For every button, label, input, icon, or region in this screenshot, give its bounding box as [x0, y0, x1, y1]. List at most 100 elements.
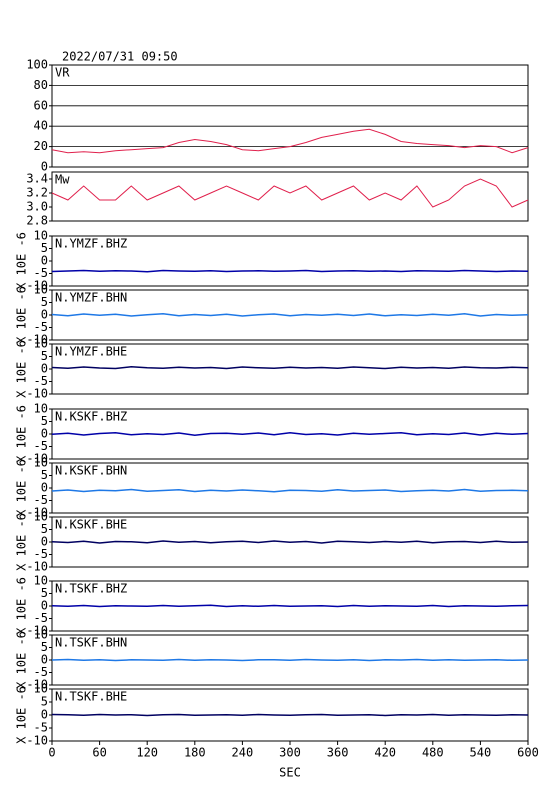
- y-tick-label: 0: [41, 535, 48, 549]
- x-tick-label: 480: [422, 746, 444, 760]
- panel-label: N.YMZF.BHZ: [55, 237, 127, 251]
- series-line: [51, 713, 529, 717]
- y-tick-label: -10: [26, 387, 48, 401]
- y-tick-label: -5: [34, 611, 48, 625]
- y-tick-label: 0: [41, 653, 48, 667]
- y-axis-label: X 10E -6: [15, 286, 29, 344]
- y-tick-label: 10: [34, 510, 48, 524]
- y-axis-label: X 10E -6: [15, 340, 29, 398]
- y-tick-label: -10: [26, 624, 48, 638]
- panel-label: N.YMZF.BHN: [55, 291, 127, 305]
- y-tick-label: 5: [41, 349, 48, 363]
- y-tick-label: 5: [41, 640, 48, 654]
- panel-label: N.TSKF.BHN: [55, 636, 127, 650]
- y-tick-label: 5: [41, 414, 48, 428]
- y-tick-label: -5: [34, 493, 48, 507]
- y-tick-label: -10: [26, 279, 48, 293]
- panel-frame: [51, 171, 529, 222]
- x-tick-label: 240: [232, 746, 254, 760]
- y-axis-label: X 10E -6: [15, 459, 29, 517]
- y-tick-label: 0: [41, 427, 48, 441]
- y-tick-label: 5: [41, 241, 48, 255]
- y-tick-label: 10: [34, 229, 48, 243]
- x-tick-label: 0: [48, 746, 55, 760]
- y-tick-label: 3.2: [26, 186, 48, 200]
- y-tick-label: 0: [41, 254, 48, 268]
- series-line: [51, 540, 529, 544]
- y-tick-label: -10: [26, 560, 48, 574]
- y-tick-label: -10: [26, 333, 48, 347]
- series-line: [51, 313, 529, 317]
- y-axis-label: X 10E -6: [15, 577, 29, 635]
- y-tick-label: 5: [41, 468, 48, 482]
- x-tick-label: 60: [92, 746, 106, 760]
- x-tick-label: 300: [279, 746, 301, 760]
- y-tick-label: 0: [41, 481, 48, 495]
- panel-label: N.KSKF.BHZ: [55, 410, 127, 424]
- y-axis-label: X 10E -6: [15, 405, 29, 463]
- y-tick-label: -5: [34, 721, 48, 735]
- series-line: [51, 488, 529, 493]
- series-line: [51, 178, 529, 208]
- y-tick-label: 5: [41, 586, 48, 600]
- series-line: [51, 658, 529, 662]
- y-tick-label: 80: [34, 78, 48, 92]
- x-tick-label: 540: [470, 746, 492, 760]
- y-tick-label: -5: [34, 266, 48, 280]
- y-axis-label: X 10E -6: [15, 513, 29, 571]
- y-tick-label: -5: [34, 320, 48, 334]
- series-line: [51, 604, 529, 608]
- y-tick-label: -10: [26, 506, 48, 520]
- y-tick-label: 3.0: [26, 200, 48, 214]
- panel-label: N.TSKF.BHE: [55, 690, 127, 704]
- series-line: [51, 128, 529, 154]
- y-tick-label: 3.4: [26, 172, 48, 186]
- panel-label: N.YMZF.BHE: [55, 345, 127, 359]
- y-tick-label: 40: [34, 119, 48, 133]
- y-tick-label: 10: [34, 628, 48, 642]
- y-tick-label: 10: [34, 574, 48, 588]
- y-tick-label: 2.8: [26, 214, 48, 228]
- y-tick-label: -10: [26, 678, 48, 692]
- y-tick-label: 5: [41, 522, 48, 536]
- x-tick-label: 600: [517, 746, 539, 760]
- y-tick-label: 0: [41, 708, 48, 722]
- y-tick-label: 100: [26, 58, 48, 72]
- x-tick-label: 420: [374, 746, 396, 760]
- panel-label: N.KSKF.BHN: [55, 464, 127, 478]
- y-tick-label: 20: [34, 139, 48, 153]
- series-line: [51, 432, 529, 437]
- y-tick-label: 0: [41, 160, 48, 174]
- y-tick-label: 10: [34, 456, 48, 470]
- y-tick-label: 60: [34, 98, 48, 112]
- x-tick-label: 120: [136, 746, 158, 760]
- y-axis-label: X 10E -6: [15, 631, 29, 689]
- x-axis-label: SEC: [279, 766, 301, 780]
- y-tick-label: 10: [34, 337, 48, 351]
- y-tick-label: 0: [41, 599, 48, 613]
- y-tick-label: -10: [26, 452, 48, 466]
- y-tick-label: 5: [41, 695, 48, 709]
- panel-label: N.TSKF.BHZ: [55, 582, 127, 596]
- y-axis-label: X 10E -6: [15, 686, 29, 744]
- panel-label: VR: [55, 66, 70, 80]
- y-tick-label: -5: [34, 439, 48, 453]
- panel-label: Mw: [55, 173, 70, 187]
- x-tick-label: 180: [184, 746, 206, 760]
- y-tick-label: 0: [41, 308, 48, 322]
- series-line: [51, 366, 529, 370]
- x-tick-label: 360: [327, 746, 349, 760]
- y-axis-label: X 10E -6: [15, 232, 29, 290]
- y-tick-label: 10: [34, 682, 48, 696]
- chart-title: 2022/07/31 09:50: [62, 50, 178, 64]
- y-tick-label: 10: [34, 283, 48, 297]
- y-tick-label: -5: [34, 547, 48, 561]
- y-tick-label: -5: [34, 374, 48, 388]
- y-tick-label: 0: [41, 362, 48, 376]
- panel-frame: [51, 64, 529, 168]
- series-line: [51, 269, 529, 273]
- y-tick-label: 5: [41, 295, 48, 309]
- panel-label: N.KSKF.BHE: [55, 518, 127, 532]
- y-tick-label: -10: [26, 734, 48, 748]
